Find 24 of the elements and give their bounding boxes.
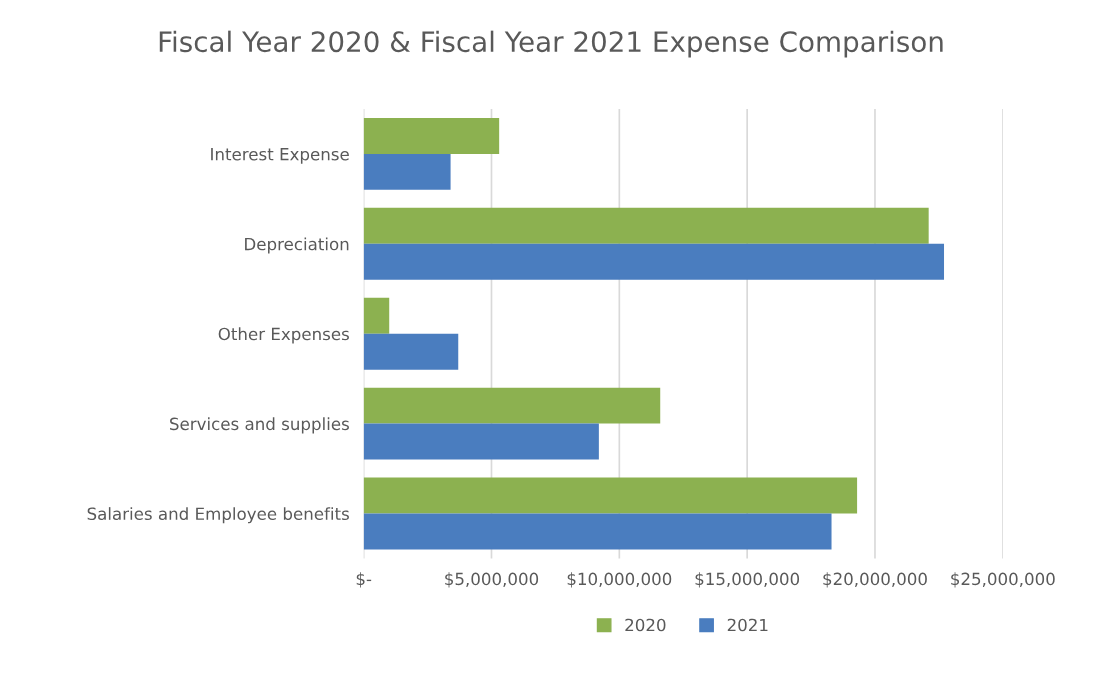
y-tick-label: Depreciation [245, 237, 349, 254]
bar [363, 243, 945, 280]
y-tick-label: Services and supplies [170, 417, 349, 434]
x-tick-label: $10,000,000 [567, 572, 672, 588]
y-tick-label: Other Expenses [218, 327, 349, 344]
x-tick-label: $15,000,000 [695, 572, 800, 588]
bar [363, 153, 451, 190]
y-tick-label: Salaries and Employee benefits [87, 507, 349, 524]
bar [363, 477, 858, 514]
bar [363, 297, 390, 334]
x-tick-label: $25,000,000 [951, 572, 1055, 588]
bar [363, 513, 832, 550]
bar [363, 387, 661, 424]
legend-label: 2020 [625, 618, 666, 632]
y-tick-label: Interest Expense [211, 148, 349, 164]
legend-label: 2021 [727, 618, 768, 632]
x-tick-label: $20,000,000 [823, 572, 927, 588]
x-tick-label: $5,000,000 [445, 572, 539, 588]
x-tick-label: $- [356, 572, 372, 588]
bar [363, 333, 459, 370]
bar [363, 117, 500, 154]
chart-title: Fiscal Year 2020 & Fiscal Year 2021 Expense Comparison [159, 30, 943, 58]
bar [363, 423, 599, 460]
bar [363, 207, 929, 244]
